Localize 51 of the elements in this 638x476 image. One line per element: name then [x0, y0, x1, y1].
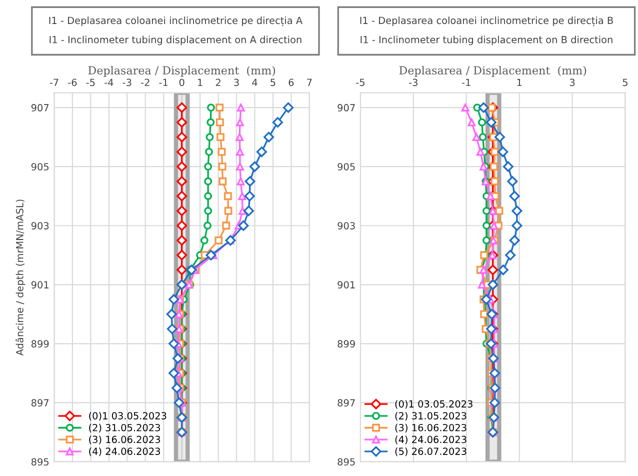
x-tick-label: 3	[570, 78, 575, 86]
y-tick-label: 903	[338, 222, 355, 230]
x-tick-label: 5	[270, 78, 276, 86]
x-tick-label: 6	[288, 78, 294, 86]
legend-label: (2) 31.05.2023	[395, 412, 466, 421]
legend-label: (5) 26.07.2023	[395, 447, 466, 456]
chart-subtitle: I1 - Inclinometer tubing displacement on A direction	[50, 36, 302, 46]
x-tick-label: -6	[68, 78, 77, 86]
x-tick-label: 7	[307, 78, 312, 86]
y-tick-label: 895	[338, 458, 355, 466]
legend-label: (4) 24.06.2023	[395, 436, 466, 444]
x-tick-label: -1	[159, 78, 168, 86]
y-axis-title: Adâncime / depth (mrMN/mASL)	[15, 200, 26, 356]
y-tick-label: 901	[31, 281, 48, 288]
y-tick-label: 907	[338, 104, 355, 112]
x-tick-label: -3	[122, 78, 132, 86]
y-tick-label: 899	[338, 340, 355, 348]
x-tick-label: 2	[216, 78, 220, 86]
y-tick-label: 899	[31, 340, 49, 348]
y-tick-label: 907	[31, 104, 49, 112]
x-tick-label: 3	[234, 78, 239, 86]
y-tick-label: 905	[338, 163, 355, 170]
legend-label: (2) 31.05.2023	[89, 424, 160, 432]
y-tick-label: 895	[31, 458, 49, 466]
x-tick-label: -5	[356, 78, 364, 86]
x-tick-label: -7	[50, 78, 58, 86]
y-tick-label: 897	[31, 399, 49, 407]
x-tick-label: 4	[252, 78, 258, 86]
x-tick-label: -2	[141, 78, 150, 86]
legend-label: (3) 16.06.2023	[395, 424, 466, 432]
legend-label: (3) 16.06.2023	[89, 436, 160, 444]
legend-label: (0)1 03.05.2023	[89, 412, 166, 421]
chart-title: I1 - Deplasarea coloanei inclinometrice pe direcția A	[49, 16, 302, 26]
x-tick-label: 5	[622, 78, 628, 86]
x-axis-title: Deplasarea / Displacement (mm)	[88, 66, 276, 77]
y-tick-label: 901	[338, 281, 355, 288]
x-tick-label: 1	[517, 78, 522, 86]
chart-subtitle: I1 - Inclinometer tubing displacement on B direction	[360, 36, 612, 46]
y-tick-label: 905	[31, 163, 49, 170]
legend-label: (0)1 03.05.2023	[395, 400, 472, 409]
x-axis-title: Deplasarea / Displacement (mm)	[399, 66, 586, 77]
chart-title: I1 - Deplasarea coloanei inclinometrice pe direcția B	[360, 16, 613, 26]
x-tick-label: -4	[104, 78, 114, 86]
y-tick-label: 903	[31, 222, 49, 230]
x-tick-label: -3	[409, 78, 418, 86]
y-tick-label: 897	[338, 399, 355, 407]
x-tick-label: -1	[462, 78, 470, 86]
x-tick-label: -5	[86, 78, 95, 86]
legend-label: (4) 24.06.2023	[89, 447, 160, 456]
x-tick-label: 1	[198, 78, 202, 86]
x-tick-label: 0	[179, 78, 184, 86]
